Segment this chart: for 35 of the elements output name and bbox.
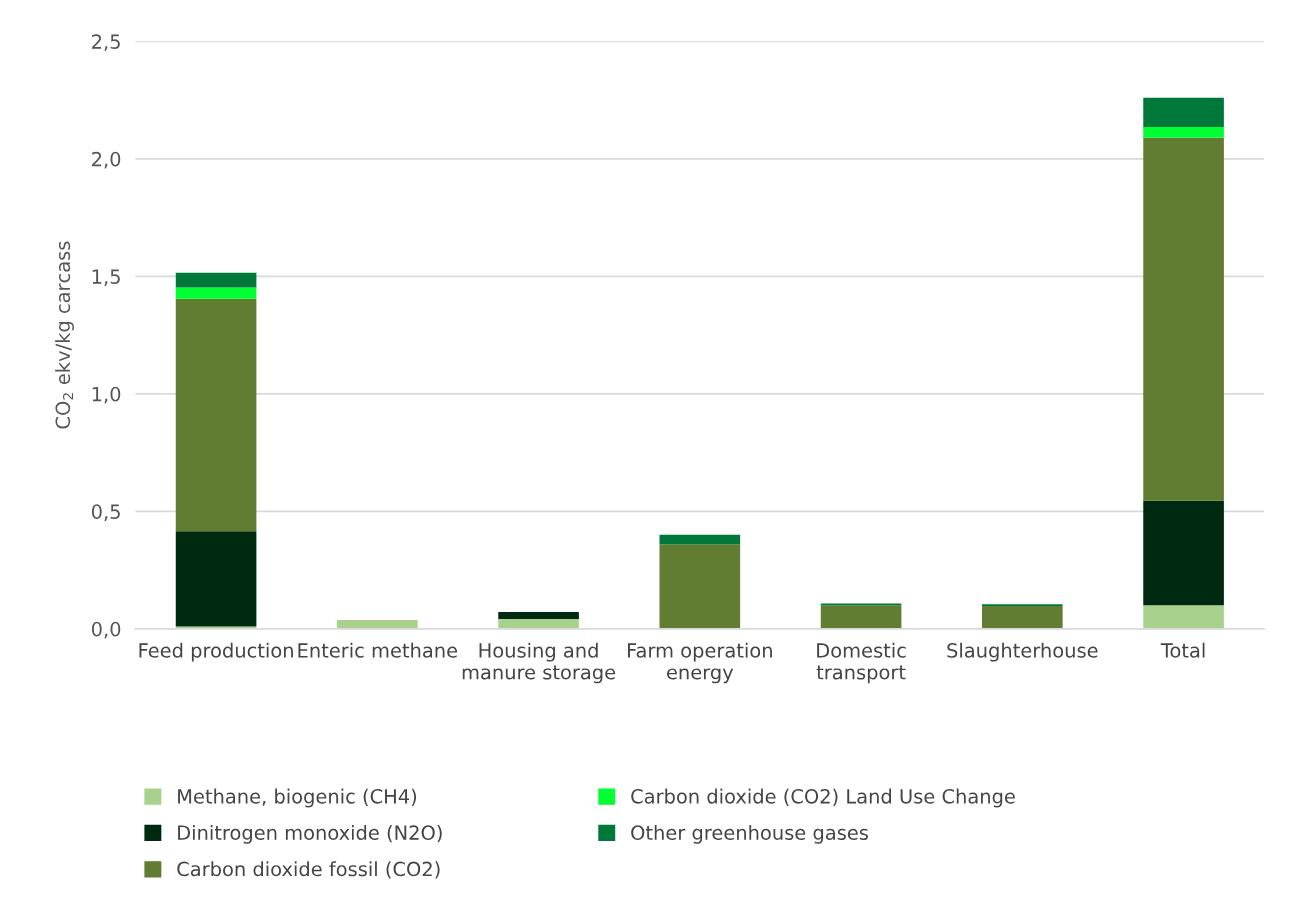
x-tick-label: Feed production [139,642,293,662]
bar [820,605,902,629]
x-tick-label: Housing and manure storage [462,642,616,684]
bar [1143,127,1224,138]
y-tick-label: 2,5 [92,34,120,51]
x-tick-label: Farm operation energy [628,642,772,684]
legend-label: Carbon dioxide (CO2) Land Use Change [631,788,1015,808]
legend-label: Other greenhouse gases [631,824,868,844]
x-tick-label: Total [1160,642,1205,658]
bar [659,534,741,545]
bar [175,298,257,532]
legend-label: Methane, biogenic (CH4) [178,788,417,808]
y-tick-label: 0,5 [91,504,120,521]
bar [498,611,579,619]
x-tick-label: Slaughterhouse [947,642,1098,662]
bar [1143,605,1224,629]
bar [498,618,579,629]
y-tick-label: 1,5 [92,269,120,286]
y-axis-title: CO$_{2}$ ekv/kg carcass [55,241,74,429]
bar [175,287,257,299]
bar [1143,137,1224,501]
bar [337,619,418,629]
legend-label: Carbon dioxide fossil (CO2) [177,861,440,879]
bar [1143,97,1224,128]
x-tick-label: Enteric methane [298,642,458,658]
x-tick-label: Domestic transport [816,642,906,684]
legend-label: Dinitrogen monoxide (N2O) [178,824,442,844]
y-tick-label: 2,0 [92,151,121,169]
bar [659,544,741,629]
bar [175,531,257,627]
bar [175,272,257,288]
bar [982,606,1063,629]
y-tick-label: 1,0 [92,386,121,404]
y-tick-label: 0,0 [91,621,121,639]
bar [1143,500,1224,606]
